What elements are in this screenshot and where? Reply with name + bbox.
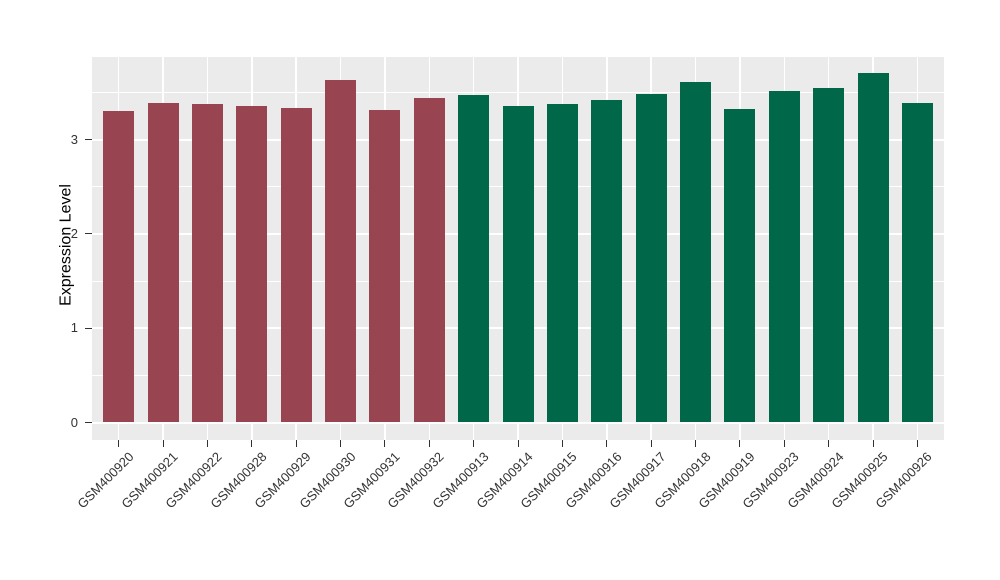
x-tick-mark	[739, 440, 741, 447]
x-tick-mark	[695, 440, 696, 447]
y-tick-label: 0	[70, 414, 78, 430]
x-tick-mark	[384, 440, 386, 447]
x-tick-mark	[650, 440, 652, 447]
bar-GSM400918	[680, 81, 711, 423]
bar-GSM400924	[813, 87, 845, 423]
bar-GSM400932	[413, 98, 445, 423]
y-tick-mark	[85, 139, 92, 140]
bar-GSM400923	[768, 91, 800, 423]
bar-GSM400922	[191, 103, 223, 423]
bar-GSM400921	[147, 102, 179, 423]
x-tick-mark	[162, 440, 164, 447]
y-tick-mark	[85, 233, 92, 235]
bar-GSM400916	[591, 99, 623, 423]
x-tick-mark	[340, 440, 341, 447]
bar-GSM400920	[103, 111, 135, 423]
x-tick-mark	[561, 440, 563, 447]
x-tick-mark	[828, 440, 830, 447]
bar-GSM400917	[635, 94, 667, 423]
y-tick-label: 1	[70, 320, 78, 336]
bar-GSM400915	[546, 103, 578, 423]
x-tick-mark	[295, 440, 297, 447]
bar-GSM400930	[325, 80, 356, 423]
bar-GSM400925	[857, 73, 889, 423]
y-tick-label: 2	[70, 225, 78, 241]
bar-GSM400931	[369, 110, 401, 423]
bar-GSM400926	[901, 102, 933, 423]
x-tick-mark	[916, 440, 918, 447]
x-tick-mark	[517, 440, 519, 447]
x-tick-mark	[118, 440, 120, 447]
x-tick-mark	[606, 440, 608, 447]
x-tick-mark	[428, 440, 430, 447]
bar-GSM400919	[724, 109, 756, 423]
x-tick-mark	[206, 440, 208, 447]
bar-GSM400914	[502, 105, 534, 423]
bar-GSM400913	[458, 95, 490, 423]
y-tick-mark	[85, 327, 92, 329]
y-tick-mark	[85, 422, 92, 423]
x-tick-mark	[872, 440, 874, 447]
bar-GSM400929	[280, 108, 312, 423]
x-tick-mark	[783, 440, 785, 447]
x-tick-mark	[473, 440, 475, 447]
y-axis-title: Expression Level	[57, 184, 74, 306]
plot-panel	[92, 57, 944, 440]
bar-GSM400928	[236, 106, 268, 423]
y-tick-label: 3	[70, 131, 78, 147]
x-tick-mark	[251, 440, 253, 447]
